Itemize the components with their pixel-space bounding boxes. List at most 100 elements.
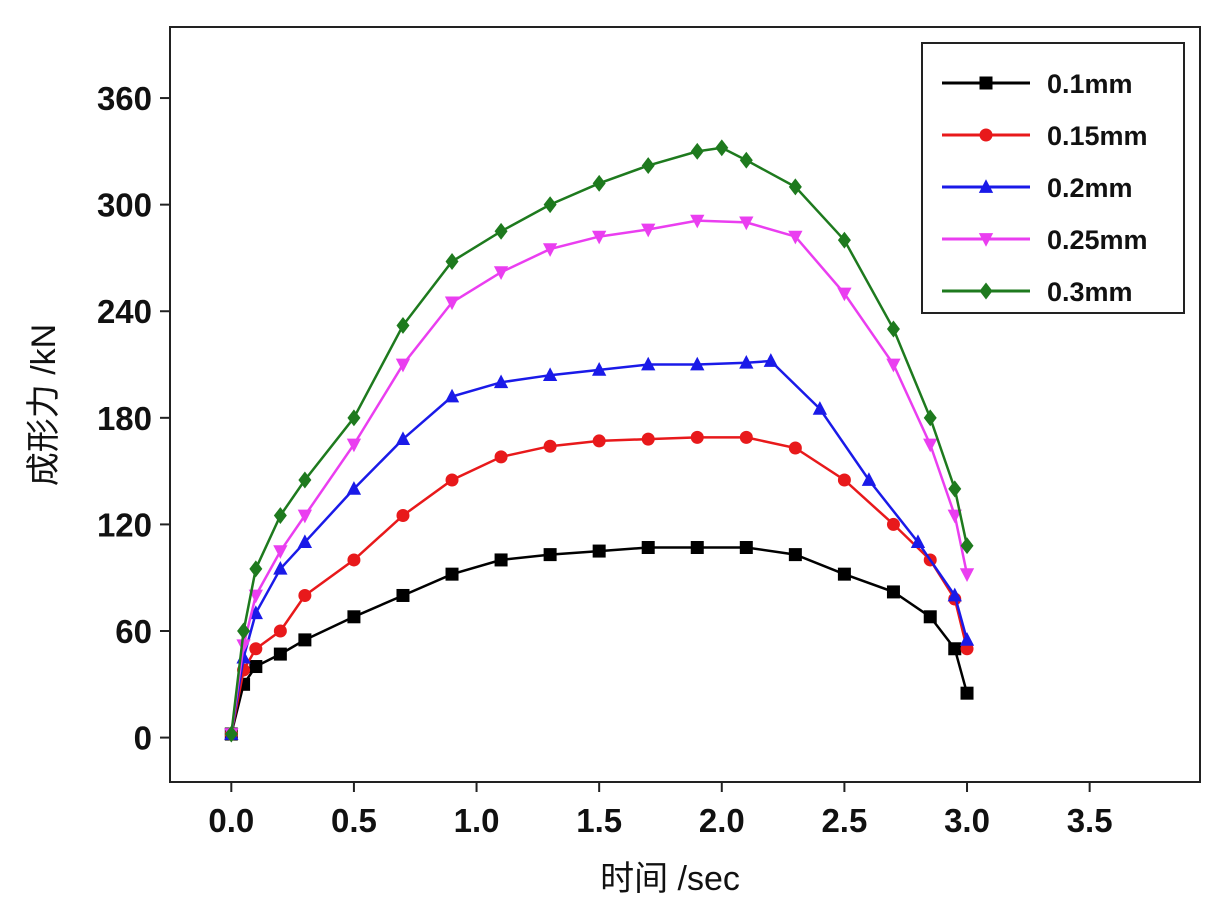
legend-marker [979,76,993,90]
data-point [641,223,656,238]
data-point [641,541,655,555]
data-point [493,374,509,389]
x-tick-label: 3.5 [1067,802,1113,839]
data-point [273,647,287,661]
data-point [690,356,705,371]
data-point [347,553,361,567]
data-point [788,230,803,245]
legend-item: 0.2mm [942,173,1133,203]
data-point [641,432,655,446]
data-point [249,642,263,656]
series-0.25mm [224,214,975,742]
data-point [396,588,410,602]
data-point [543,548,557,562]
data-point [923,409,937,427]
legend-label: 0.1mm [1047,69,1133,99]
legend-item: 0.3mm [942,277,1133,307]
legend: 0.1mm 0.15mm 0.2mm 0.25mm 0.3mm [921,42,1185,314]
legend-item: 0.1mm [942,69,1133,99]
series-0.3mm [224,139,974,743]
data-point [837,567,851,581]
data-point [690,430,704,444]
x-tick-label: 0.5 [331,802,377,839]
data-point [236,639,251,654]
data-point [837,287,852,302]
y-tick-label: 60 [115,613,152,650]
legend-marker [979,128,993,142]
data-point [297,534,313,549]
data-point [395,358,411,373]
data-point [395,431,411,445]
data-point [812,401,828,415]
x-tick-label: 0.0 [208,802,254,839]
data-point [347,610,361,624]
legend-label: 0.15mm [1047,121,1148,151]
data-point [837,231,851,249]
data-point [298,588,312,602]
data-point [947,509,962,524]
data-point [788,178,802,196]
legend-item: 0.25mm [942,225,1148,255]
data-point [273,545,288,559]
data-point [739,151,753,169]
y-tick-label: 180 [97,400,152,437]
data-point [592,544,606,558]
data-point [886,585,900,599]
data-point [592,230,607,245]
data-point [788,548,802,562]
data-point [396,509,410,523]
data-point [592,174,606,192]
data-point [347,409,361,427]
data-point [444,388,460,403]
data-marks [224,139,975,743]
data-point [542,243,558,257]
data-point [886,517,900,531]
legend-box [921,42,1185,314]
data-point [298,471,312,489]
data-point [690,214,705,229]
x-axis-title: 时间 /sec [600,860,740,898]
data-point [445,473,459,487]
data-point [715,139,729,157]
data-point [543,196,557,214]
data-point [886,320,900,338]
data-point [910,534,926,549]
legend-label: 0.2mm [1047,173,1133,203]
y-tick-label: 0 [134,720,152,757]
data-point [948,480,962,498]
data-point [273,624,287,638]
legend-label: 0.3mm [1047,277,1133,307]
data-point [788,441,802,455]
legend-label: 0.25mm [1047,225,1148,255]
legend-marker [978,179,994,193]
data-point [298,633,312,647]
data-point [494,222,508,240]
data-point [444,296,460,311]
data-point [861,472,877,486]
data-point [493,266,509,280]
x-tick-label: 2.5 [821,802,867,839]
data-point [592,434,606,448]
data-point [959,568,975,582]
series-line [230,219,969,735]
data-point [249,660,263,674]
y-tick-label: 360 [97,80,152,117]
x-tick-label: 1.5 [576,802,622,839]
data-point [224,725,238,743]
data-point [494,450,508,464]
data-point [763,353,778,367]
data-point [923,610,937,624]
data-point [542,367,558,382]
data-point [960,537,974,555]
data-point [690,142,704,160]
axes: 0.0 0.5 1.0 1.5 2.0 2.5 3.0 3.5 0 60 120 180 240 300 3… [97,80,1113,839]
y-tick-label: 120 [97,506,152,543]
data-point [494,553,508,567]
data-point [641,356,656,371]
data-point [739,354,754,369]
data-point [543,439,557,453]
legend-marker [978,233,994,247]
data-point [690,541,704,555]
